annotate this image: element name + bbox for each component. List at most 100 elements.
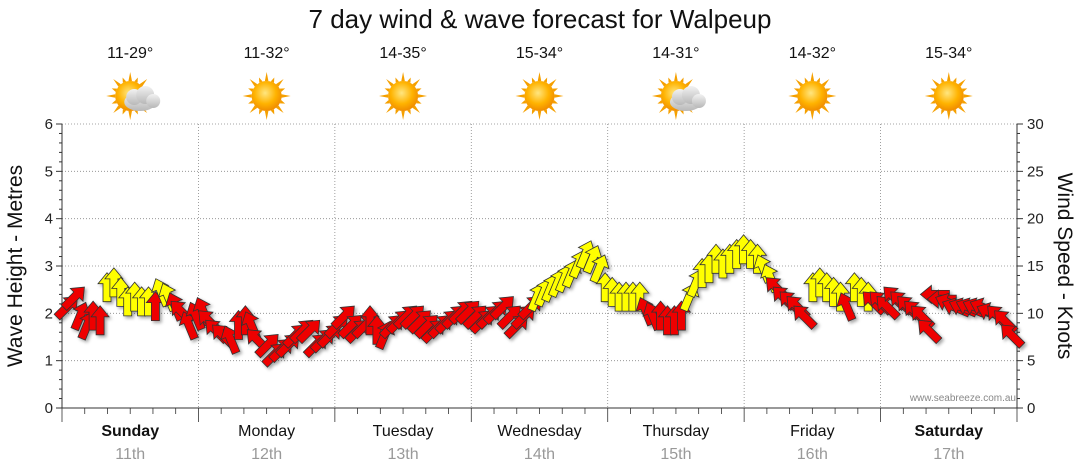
date-label: 13th: [388, 446, 419, 463]
left-tick-label: 2: [45, 305, 53, 322]
sun-ray: [412, 79, 421, 87]
sun-ray: [248, 100, 254, 104]
wind-arrow: [918, 319, 943, 345]
sun-ray: [930, 88, 936, 92]
sun-ray: [552, 88, 558, 92]
day-column-saturday: 15-34° Saturday 17th: [915, 45, 984, 463]
chart-title: 7 day wind & wave forecast for Walpeup: [308, 4, 772, 34]
left-axis-label: Wave Height - Metres: [4, 165, 27, 367]
sun-ray: [279, 100, 286, 104]
sun-ray: [258, 77, 263, 83]
right-tick-label: 15: [1027, 258, 1044, 275]
sun-rays: [788, 72, 837, 120]
sun-ray: [407, 109, 411, 115]
sun-ray: [548, 79, 557, 87]
sun-rays: [379, 72, 428, 120]
sun-ray: [961, 88, 968, 92]
sun-ray: [651, 94, 662, 98]
sun-ray: [106, 94, 116, 98]
sun-ray: [941, 77, 945, 83]
sun-ray: [537, 110, 542, 120]
sun-ray: [401, 110, 405, 120]
sun-ray: [522, 79, 531, 87]
sun-ray: [821, 105, 830, 113]
sun-ray: [531, 77, 536, 83]
gridlines: [62, 123, 1017, 408]
sun-ray: [401, 72, 405, 82]
day-label: Thursday: [643, 423, 710, 440]
day-column-sunday: 11-29° Sunday 11th: [101, 45, 161, 463]
sun-ray: [961, 100, 968, 104]
sun-ray: [515, 94, 525, 98]
sun-disc: [251, 81, 282, 111]
wind-arrow: [793, 305, 818, 330]
right-tick-label: 20: [1027, 211, 1044, 228]
sun-ray: [412, 105, 421, 113]
day-label: Tuesday: [373, 423, 434, 440]
right-axis-label: Wind Speed - Knots: [1053, 173, 1076, 360]
sun-ray: [522, 105, 531, 113]
sun-ray: [658, 105, 667, 113]
temperature-label: 14-31°: [652, 45, 699, 62]
cloud: [669, 86, 706, 111]
sun-icon: [242, 72, 291, 120]
sun-ray: [804, 77, 809, 83]
sun-ray: [134, 77, 138, 83]
sun-ray: [521, 100, 527, 104]
date-label: 14th: [524, 446, 555, 463]
sun-ray: [379, 94, 389, 98]
right-tick-label: 25: [1027, 163, 1044, 180]
credit-text: www.seabreeze.com.au: [909, 393, 1016, 404]
sun-ray: [279, 88, 286, 92]
sun-ray: [924, 94, 934, 98]
wind-arrow: [295, 319, 321, 345]
sun-ray: [946, 110, 951, 120]
sun-ray: [821, 79, 830, 87]
sun-ray: [242, 94, 252, 98]
sun-ray: [111, 100, 118, 104]
day-label: Monday: [238, 423, 295, 440]
sun-ray: [537, 72, 542, 82]
sun-ray: [248, 88, 254, 92]
sun-ray: [941, 109, 945, 115]
sun-ray: [804, 109, 809, 115]
sun-ray: [952, 77, 957, 83]
sun-ray: [685, 79, 693, 87]
sun-ray: [810, 72, 815, 82]
sun-ray: [122, 109, 127, 115]
day-label: Sunday: [101, 423, 159, 440]
sun-ray: [395, 77, 400, 83]
sun-ray: [521, 88, 527, 92]
sun-ray: [417, 94, 428, 98]
axes: [61, 124, 1018, 422]
date-label: 17th: [933, 446, 964, 463]
sun-ray: [552, 100, 558, 104]
sun-ray: [548, 105, 557, 113]
sun-disc: [933, 81, 964, 111]
sun-ray: [816, 77, 821, 83]
sun-ray: [113, 79, 121, 87]
partly-cloudy-icon: [106, 72, 161, 120]
sun-ray: [958, 79, 966, 87]
sun-ray: [249, 79, 258, 87]
left-tick-label: 0: [45, 400, 53, 417]
day-label: Friday: [790, 423, 834, 440]
day-column-monday: 11-32° Monday 12th: [238, 45, 295, 463]
sun-ray: [793, 88, 800, 92]
day-columns: 11-29° Sunday 11th 11-32° Monday 12th 14-35° Tu…: [101, 45, 983, 463]
sun-ray: [543, 109, 548, 115]
date-label: 15th: [660, 446, 691, 463]
sun-ray: [386, 105, 394, 113]
sun-ray: [931, 79, 940, 87]
sun-ray: [384, 88, 391, 92]
wind-arrow: [629, 281, 650, 312]
wind-arrow: [589, 254, 610, 284]
temperature-label: 14-32°: [789, 45, 836, 62]
right-axis-ticks: 0 5 10 15 20 25 30: [1017, 116, 1044, 417]
sun-ray: [668, 109, 672, 115]
sun-ray: [113, 105, 121, 113]
day-column-wednesday: 15-34° Wednesday 14th: [497, 45, 581, 463]
day-column-friday: 14-32° Friday 16th: [788, 45, 837, 463]
sun-ray: [407, 77, 411, 83]
sun-ray: [139, 79, 148, 87]
